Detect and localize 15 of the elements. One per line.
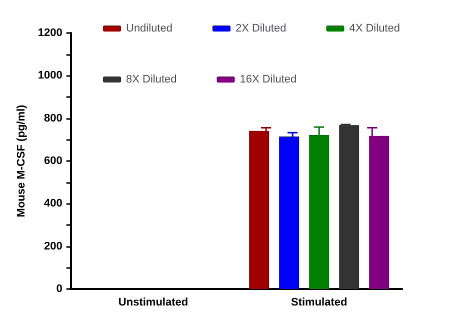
y-tick-label: 400 [44,198,62,210]
y-tick-label: 1200 [38,27,62,39]
legend-label: Undiluted [126,22,172,34]
x-tick-label: Stimulated [290,296,348,308]
y-tick-label: 1000 [38,70,62,82]
legend-label: 2X Diluted [235,22,286,34]
y-tick-label: 200 [44,240,62,252]
x-tick-label: Unstimulated [118,296,188,308]
legend-label: 8X Diluted [126,74,177,86]
y-tick-label: 800 [44,112,62,124]
y-axis-title: Mouse M-CSF (pg/ml) [16,104,28,218]
y-tick-label: 0 [56,283,62,295]
legend-label: 16X Diluted [240,74,297,86]
legend-label: 4X Diluted [349,22,400,34]
y-tick-label: 600 [44,155,62,167]
